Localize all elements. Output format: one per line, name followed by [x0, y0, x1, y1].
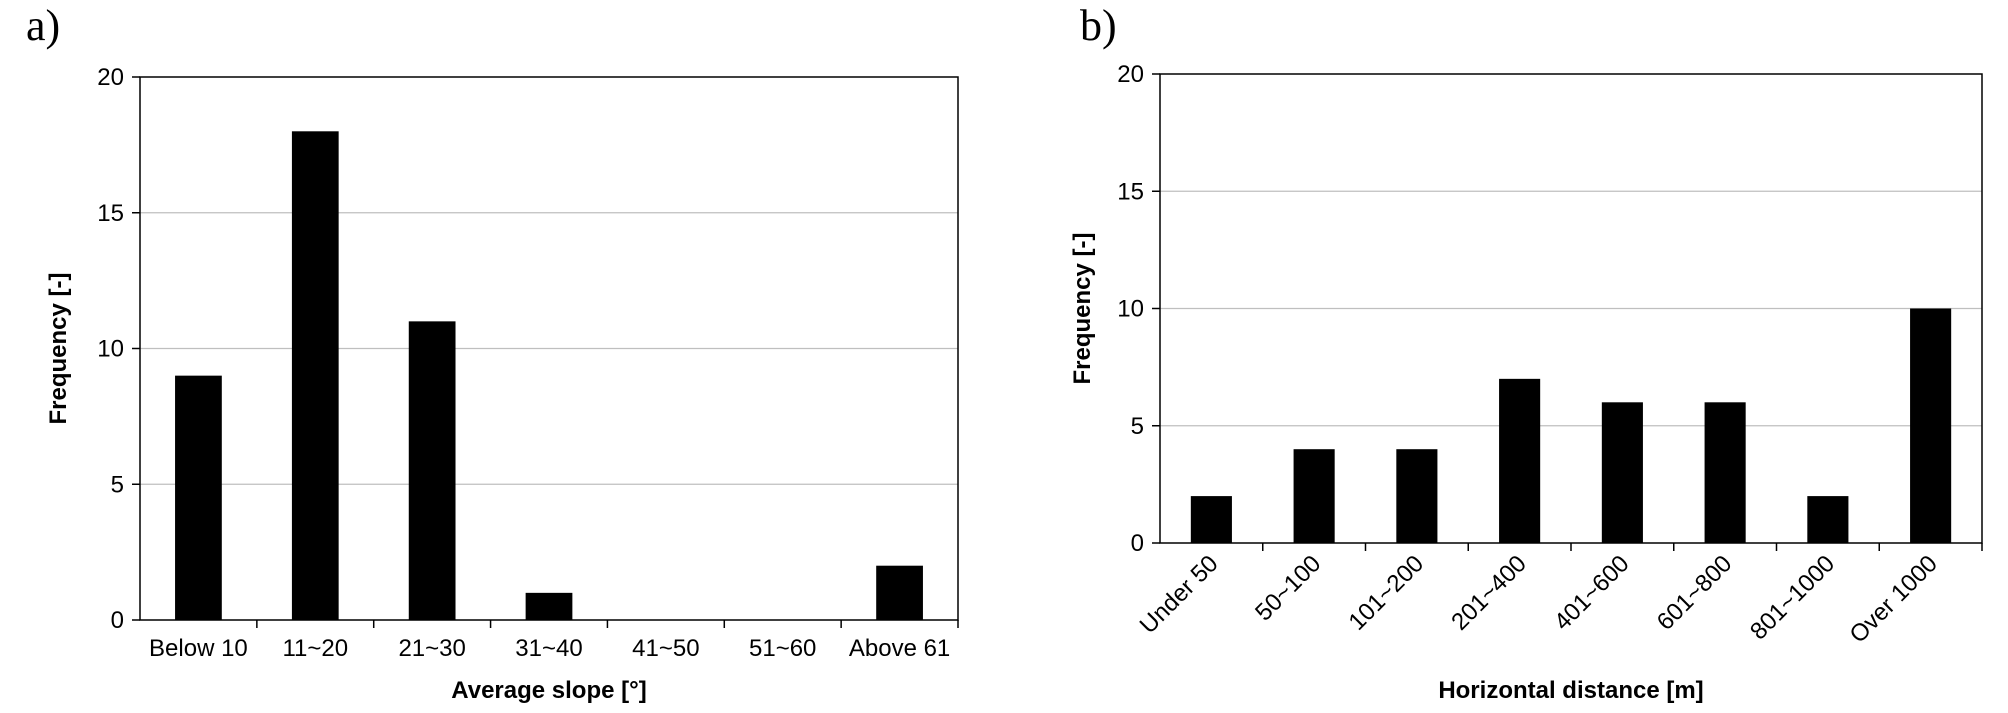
y-axis-title: Frequency [-] [1069, 232, 1096, 384]
x-tick-label: Over 1000 [1845, 550, 1943, 648]
bar [408, 321, 456, 620]
x-axis-title: Horizontal distance [m] [1438, 677, 1703, 704]
y-tick-label: 5 [111, 471, 124, 498]
y-tick-label: 15 [97, 200, 124, 227]
bar [876, 565, 923, 620]
x-tick-label: 41~50 [632, 635, 699, 662]
y-tick-label: 10 [1117, 296, 1144, 323]
chart-b: b) 0 5 10 15 20 Under 50 50~100 101~200 201~400 40… [1069, 1, 1983, 704]
bar [1910, 308, 1952, 543]
x-tick-label: 101~200 [1343, 550, 1429, 636]
x-tick-label: 31~40 [515, 635, 582, 662]
y-tick-label: 0 [1131, 530, 1144, 557]
bar [291, 131, 339, 621]
x-tick-label: 21~30 [398, 635, 465, 662]
bar [525, 592, 573, 620]
y-tick-label: 20 [1117, 61, 1144, 88]
y-axis-title: Frequency [-] [45, 272, 72, 424]
x-tick-label: 201~400 [1446, 550, 1532, 636]
bar [1499, 378, 1541, 543]
x-tick-label: 50~100 [1250, 550, 1326, 626]
bar [1704, 402, 1746, 543]
y-tick-label: 5 [1131, 413, 1144, 440]
y-tick-label: 10 [97, 336, 124, 363]
x-tick-label: 801~1000 [1745, 550, 1840, 645]
chart-a: a) 0 5 10 15 20 Below 10 11~20 21~30 31~40 41~50 51… [26, 1, 959, 704]
y-tick-label: 0 [111, 607, 124, 634]
bar [1396, 449, 1438, 543]
bar [1601, 402, 1643, 543]
y-tick-label: 15 [1117, 178, 1144, 205]
panel-label: b) [1080, 1, 1117, 50]
x-tick-label: 51~60 [749, 635, 816, 662]
bar [1190, 496, 1232, 543]
x-tick-label: Above 61 [849, 635, 950, 662]
x-tick-label: 401~600 [1549, 550, 1635, 636]
bar [1293, 449, 1335, 543]
bar [1807, 496, 1849, 543]
x-tick-label: 601~800 [1652, 550, 1738, 636]
bar [175, 375, 222, 620]
x-axis-title: Average slope [°] [451, 677, 646, 704]
x-tick-label: Under 50 [1135, 550, 1224, 639]
x-tick-label: 11~20 [282, 635, 348, 662]
panel-label: a) [26, 1, 60, 50]
x-tick-label: Below 10 [149, 635, 248, 662]
y-tick-label: 20 [97, 64, 124, 91]
